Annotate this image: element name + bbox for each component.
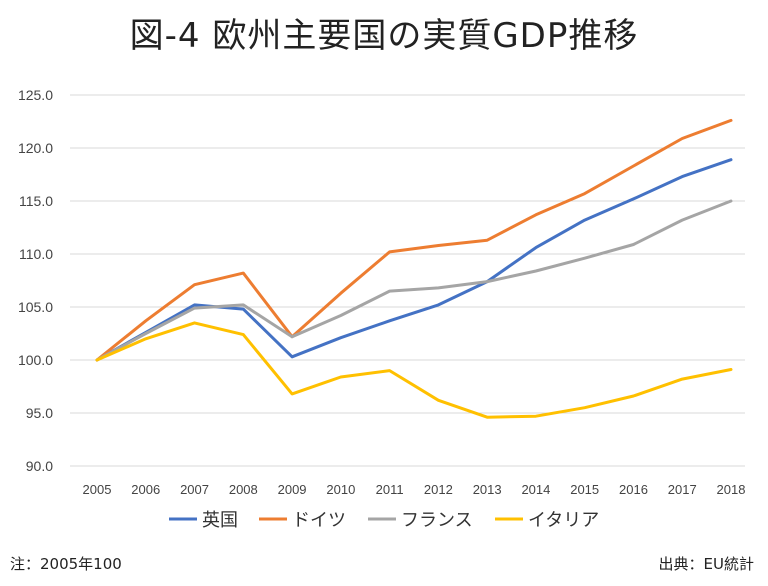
legend-label: イタリア	[528, 510, 599, 531]
y-tick-label: 125.0	[18, 87, 53, 103]
chart-note: 注：2005年100	[10, 555, 122, 573]
chart-title: 図-4 欧州主要国の実質GDP推移	[129, 16, 639, 56]
y-tick-label: 90.0	[26, 458, 53, 474]
x-tick-label: 2005	[83, 482, 112, 497]
series-line-3	[95, 321, 733, 419]
chart-source: 出典：EU統計	[658, 555, 754, 573]
y-tick-label: 120.0	[18, 140, 53, 156]
x-tick-label: 2012	[424, 482, 453, 497]
gridlines	[70, 94, 745, 467]
x-tick-label: 2015	[570, 482, 599, 497]
x-tick-label: 2018	[717, 482, 746, 497]
series-line-2	[95, 199, 733, 362]
series-line-0	[95, 158, 733, 362]
x-tick-label: 2011	[376, 482, 404, 497]
x-tick-label: 2016	[619, 482, 648, 497]
y-tick-label: 110.0	[19, 246, 53, 262]
legend: 英国 ドイツ フランス イタリア	[169, 510, 599, 531]
y-tick-label: 100.0	[18, 352, 53, 368]
x-tick-label: 2014	[521, 482, 550, 497]
x-tick-label: 2017	[668, 482, 697, 497]
x-tick-label: 2006	[131, 482, 160, 497]
series-line-1	[95, 118, 733, 362]
legend-label: 英国	[202, 510, 238, 531]
x-tick-label: 2013	[473, 482, 502, 497]
x-tick-label: 2009	[278, 482, 307, 497]
series-lines	[95, 118, 733, 419]
x-tick-label: 2008	[229, 482, 258, 497]
y-tick-label: 95.0	[26, 405, 53, 421]
x-tick-label: 2007	[180, 482, 209, 497]
legend-label: フランス	[401, 510, 473, 531]
legend-label: ドイツ	[292, 510, 346, 531]
x-axis-tick-labels: 2005 2006 2007 2008 2009 2010 2011 2012 2013 2014…	[83, 482, 746, 497]
x-tick-label: 2010	[326, 482, 355, 497]
y-axis-tick-labels: 90.0 95.0 100.0 105.0 110.0 115.0 120.0 125.0	[18, 87, 53, 474]
y-tick-label: 105.0	[18, 299, 53, 315]
y-tick-label: 115.0	[19, 193, 53, 209]
